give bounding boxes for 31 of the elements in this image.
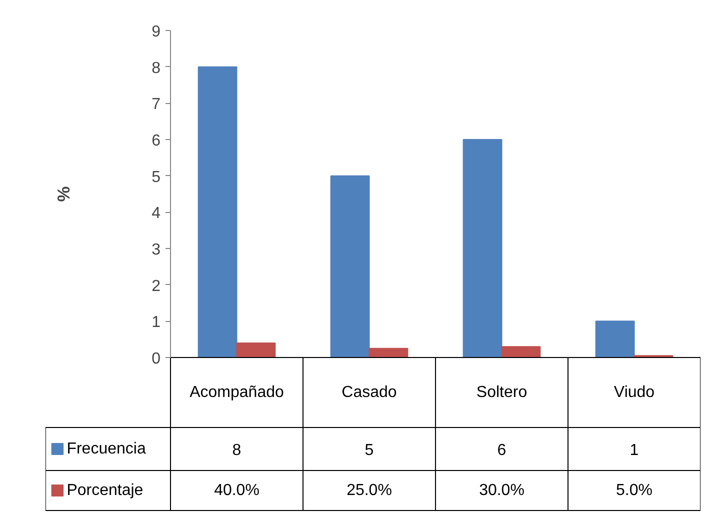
data-label: 8: [232, 442, 242, 459]
y-axis-title: %: [54, 186, 74, 202]
y-tick-label: 2: [152, 278, 161, 295]
data-label: 6: [497, 442, 506, 459]
y-tick-label: 3: [152, 242, 161, 258]
bar: [501, 346, 541, 358]
x-tick-label: Viudo: [614, 384, 655, 401]
x-tick-label: Casado: [342, 384, 397, 401]
y-tick-label: 5: [152, 168, 161, 186]
y-tick-label: 6: [152, 132, 161, 150]
data-label: 25.0%: [346, 482, 392, 499]
y-tick-label: 7: [152, 96, 161, 114]
bar: [198, 66, 238, 358]
y-tick-label: 8: [152, 60, 161, 77]
data-label: 40.0%: [214, 482, 260, 499]
bar: [595, 320, 635, 358]
y-tick-label: 9: [152, 24, 161, 40]
y-tick-label: 0: [152, 350, 161, 368]
legend-label: Frecuencia: [66, 440, 146, 458]
bar: [236, 342, 276, 358]
data-label: 1: [630, 442, 639, 459]
bar: [462, 139, 502, 358]
data-label: 30.0%: [479, 482, 524, 499]
x-tick-label: Acompañado: [190, 384, 284, 401]
legend-label: Porcentaje: [66, 482, 144, 499]
y-tick-label: 1: [152, 314, 161, 332]
data-label: 5.0%: [616, 482, 652, 499]
data-label: 5: [364, 442, 374, 459]
bar: [330, 175, 370, 358]
y-tick-label: 4: [152, 205, 161, 222]
x-tick-label: Soltero: [476, 384, 528, 401]
